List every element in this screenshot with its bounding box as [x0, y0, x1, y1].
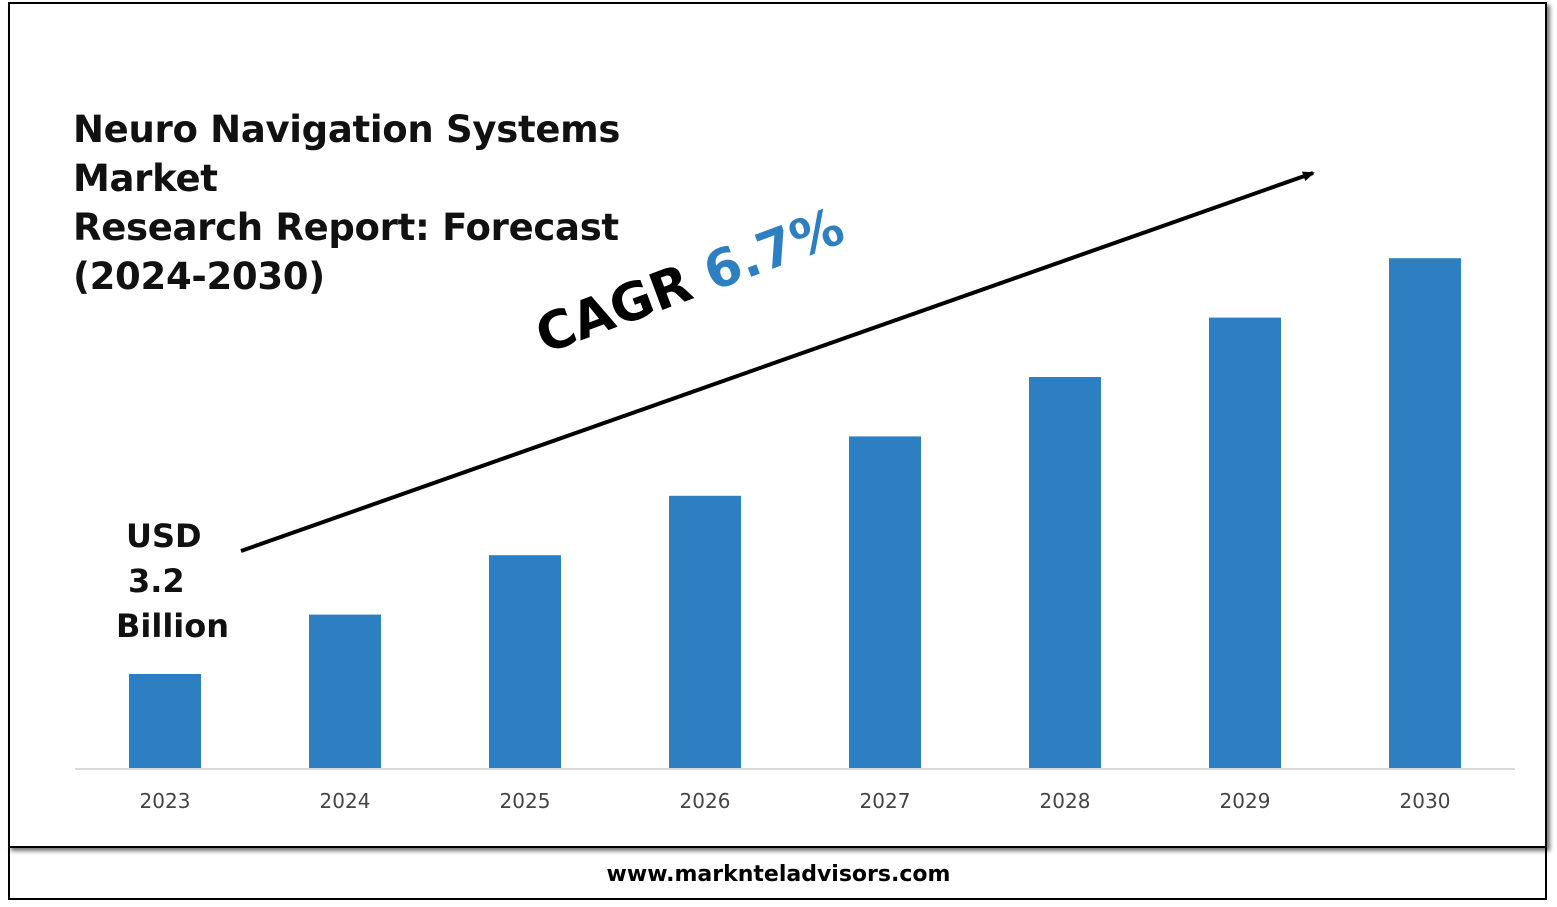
x-tick-label-2024: 2024 — [320, 789, 371, 813]
start-value-number: 3.2 — [128, 562, 185, 600]
bar-2023 — [129, 674, 201, 769]
footer-website: www.marknteladvisors.com — [606, 862, 951, 887]
start-value-currency: USD — [126, 517, 202, 555]
x-tick-label-2023: 2023 — [140, 789, 191, 813]
x-tick-label-2028: 2028 — [1040, 789, 1091, 813]
chart-title: Neuro Navigation Systems Market Research… — [73, 108, 621, 298]
x-tick-label-2030: 2030 — [1400, 789, 1451, 813]
bar-2030 — [1389, 258, 1461, 769]
x-tick-labels: 2023 2024 2025 2026 2027 2028 2029 2030 — [140, 789, 1451, 813]
start-value-label: USD 3.2 Billion — [112, 514, 232, 649]
bar-2025 — [489, 555, 561, 769]
bar-2027 — [849, 436, 921, 769]
bar-2026 — [669, 495, 741, 769]
bars-group — [129, 258, 1461, 769]
bar-2024 — [309, 614, 381, 769]
start-value-unit: Billion — [116, 607, 230, 645]
bar-2029 — [1209, 317, 1281, 769]
growth-arrow — [240, 171, 1315, 553]
x-tick-label-2025: 2025 — [500, 789, 551, 813]
x-tick-label-2026: 2026 — [680, 789, 731, 813]
x-tick-label-2029: 2029 — [1220, 789, 1271, 813]
chart-panel — [8, 2, 1547, 848]
x-tick-label-2027: 2027 — [860, 789, 911, 813]
bar-2028 — [1029, 377, 1101, 769]
